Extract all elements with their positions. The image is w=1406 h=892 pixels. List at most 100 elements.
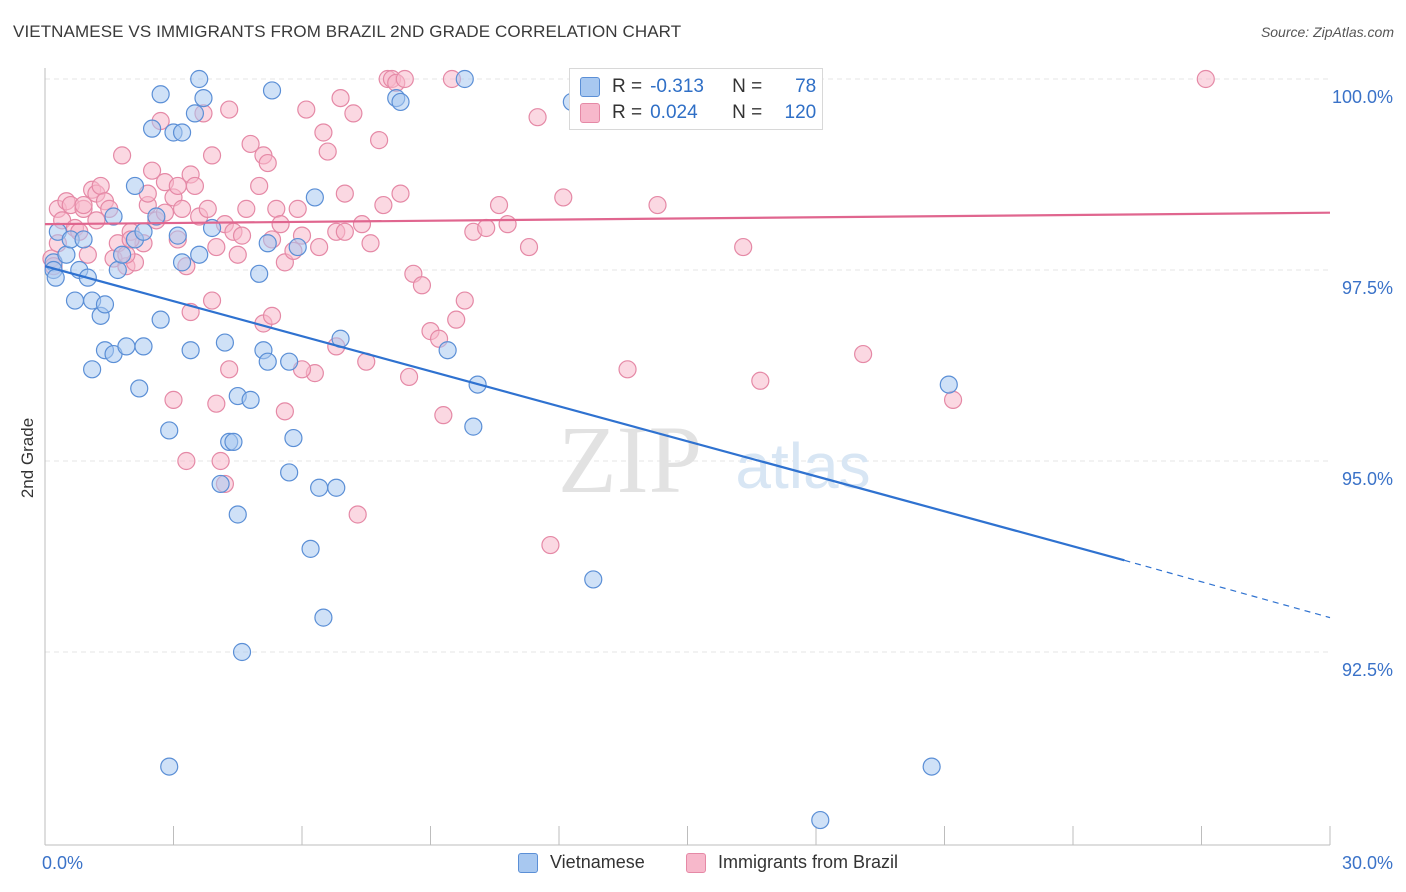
legend-item-vietnamese[interactable]: Vietnamese [518,852,645,873]
brazil-point [344,104,363,123]
vietnamese-point [142,119,162,138]
x-tick-label: 30.0% [1342,853,1393,873]
vietnamese-point [134,222,153,241]
legend-r-value: 0.024 [650,102,698,123]
brazil-point [498,215,517,234]
brazil-point [262,306,282,325]
brazil-point [1196,69,1215,89]
brazil-point [519,237,539,257]
brazil-point [142,161,162,180]
vietnamese-point [130,379,149,398]
vietnamese-point [327,478,346,497]
vietnamese-point [262,81,282,100]
brazil-point [211,451,230,471]
vietnamese-point [314,608,333,627]
brazil-point [399,367,419,387]
brazil-point [168,176,187,196]
brazil-point [258,153,277,173]
vietnamese-point [117,337,136,356]
brazil-point [207,237,226,257]
brazil-point [310,237,329,257]
brazil-point [648,195,667,215]
legend-swatch-vietnamese [518,852,538,873]
legend-label-vietnamese: Vietnamese [550,852,645,872]
vietnamese-point [147,207,166,226]
trend-lines [44,211,1331,619]
brazil-point [751,371,770,390]
brazil-point [412,276,432,295]
brazil-point [335,222,354,241]
brazil-point [352,215,372,234]
brazil-point [477,218,496,238]
vietnamese-point [112,245,132,264]
legend-n-label: N = [732,102,763,123]
legend-row-vietnamese: R = -0.313 N = 78 [580,75,816,99]
legend-item-brazil[interactable]: Immigrants from Brazil [686,852,898,873]
vietnamese-point [104,207,123,226]
vietnamese-point [172,123,192,142]
brazil-point [164,390,183,409]
legend-n-value: 78 [795,76,817,97]
brazil-point [434,406,453,425]
brazil-point [202,291,222,310]
legend-n-value: 120 [784,102,817,123]
brazil-point [275,402,294,421]
brazil-point [241,134,260,154]
vietnamese-point [185,104,205,123]
vietnamese-point [939,375,958,394]
brazil-point [314,123,333,142]
brazil-point [528,108,547,127]
vietnamese-trend-extension [1124,559,1331,619]
vietnamese-point [190,69,209,89]
vietnamese-point [310,478,329,497]
vietnamese-point [922,757,941,776]
vietnamese-point [181,341,200,360]
brazil-point [943,390,963,409]
brazil-point [172,199,192,218]
brazil-point [202,146,222,165]
vietnamese-point [160,421,179,440]
brazil-point [228,245,247,264]
vietnamese-point [455,69,474,89]
vietnamese-point [151,85,170,104]
vietnamese-point [125,176,145,196]
brazil-point [348,505,367,524]
brazil-point [271,215,290,234]
vietnamese-point [584,570,603,589]
series-legend: Vietnamese Immigrants from Brazil [0,852,1406,876]
vietnamese-point [228,505,247,524]
vietnamese-point [241,390,260,409]
vietnamese-point [194,88,213,108]
vietnamese-point [284,428,303,448]
y-tick-label: 100.0% [1332,87,1393,107]
vietnamese-point [57,245,76,264]
brazil-point [78,245,97,264]
vietnamese-point [232,642,252,662]
vietnamese-point [151,310,170,329]
brazil-point [198,199,217,218]
vietnamese-point [172,253,192,272]
legend-swatch-blue [580,77,600,97]
grid-lines [45,78,1330,653]
legend-n-label: N = [732,76,763,97]
vietnamese-point [215,333,234,352]
brazil-point [447,310,466,329]
vietnamese-point [301,539,320,558]
watermark: ZIP atlas [558,406,871,513]
legend-swatch-pink [580,103,600,123]
vietnamese-point [65,291,85,310]
vietnamese-point [305,188,324,207]
vietnamese-point [250,264,269,283]
brazil-point [618,360,637,379]
brazil-point [734,237,753,257]
brazil-point [391,184,410,203]
brazil-point [455,291,474,310]
brazil-point [74,195,93,215]
brazil-point [335,184,354,203]
brazil-point [220,100,239,119]
vietnamese-point [280,352,299,371]
vietnamese-point [211,474,230,494]
brazil-point [318,142,337,161]
x-tick-label: 0.0% [42,853,83,873]
vietnamese-point [288,237,307,257]
